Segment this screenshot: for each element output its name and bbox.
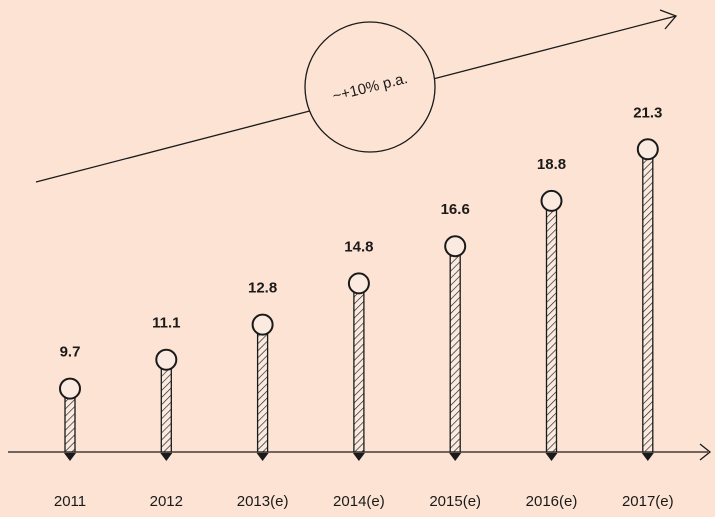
bar-2012 [160,359,172,453]
bar-2016(e) [545,200,558,453]
bar-2015(e) [449,245,461,453]
x-tick-label: 2012 [150,493,183,510]
value-label: 9.7 [60,344,81,361]
value-marker [155,348,178,371]
bar-base-marker [449,453,462,461]
value-label: 18.8 [537,156,566,173]
growth-annotation: ~+10% p.a. [304,21,436,153]
bar-base-marker [545,453,558,461]
value-label: 16.6 [441,201,470,218]
value-label: 11.1 [152,315,180,332]
x-tick-label: 2013(e) [237,493,289,510]
value-label: 14.8 [344,238,373,255]
x-tick-label: 2017(e) [622,493,674,510]
x-tick-label: 2016(e) [526,493,578,510]
value-marker [59,377,81,400]
bar-2017(e) [642,148,654,453]
value-label: 12.8 [248,280,277,297]
bar-base-marker [64,453,76,461]
value-marker [540,189,563,212]
x-tick-label: 2014(e) [333,493,385,510]
annotation-circle [304,21,436,153]
bar-base-marker [256,453,269,461]
bars-group: 9.7 2011 11.1 2012 12.8 2013(e) 14.8 2014(e) 16.… [54,104,674,510]
value-marker [444,235,467,258]
value-label: 21.3 [633,104,662,121]
bar-base-marker [352,453,365,461]
bar-2014(e) [353,282,365,453]
value-marker [251,313,274,336]
x-tick-label: 2011 [54,493,86,510]
x-tick-label: 2015(e) [429,493,481,510]
bar-base-marker [160,453,173,461]
value-marker [347,272,370,295]
value-marker [636,138,659,161]
bar-2013(e) [256,323,269,453]
bar-base-marker [641,453,654,461]
